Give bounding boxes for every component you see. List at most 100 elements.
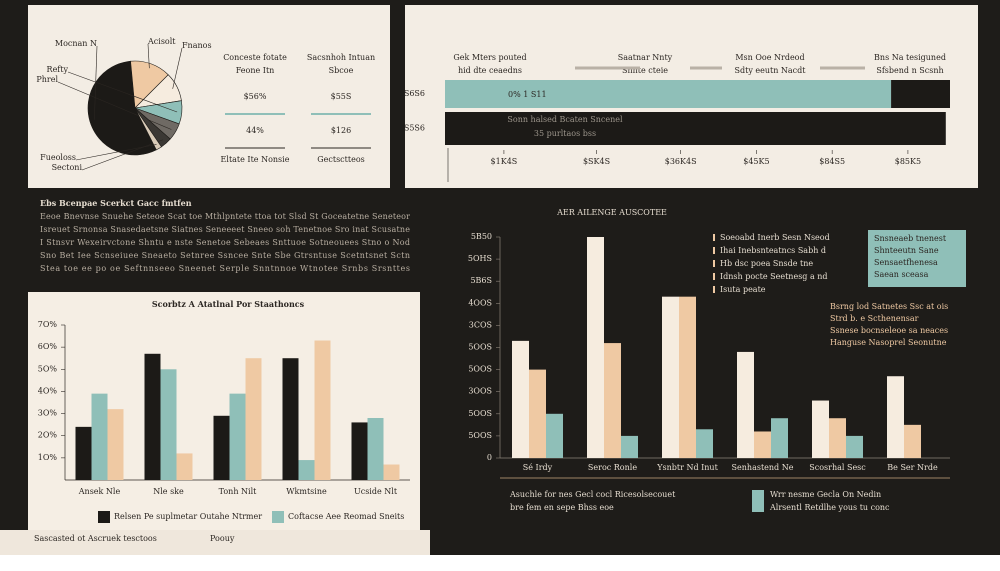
box-note: Sensaetfhenesa xyxy=(874,258,938,267)
legend-label: Coftacse Aee Reomad Sneits xyxy=(288,512,404,521)
bar xyxy=(754,431,771,458)
leader-line xyxy=(75,144,157,161)
bar xyxy=(176,453,193,480)
y-tick-label: 0 xyxy=(487,453,492,462)
y-tick-label: 1O% xyxy=(38,453,58,462)
bar xyxy=(314,340,331,480)
bar xyxy=(679,296,696,458)
kpi-caption: Gectsctteos xyxy=(317,155,365,164)
note-box xyxy=(868,230,966,287)
y-tick-label: 5OOS xyxy=(468,431,492,440)
kpi-caption: Eltate Ite Nonsie xyxy=(221,155,290,164)
pie-label: Sectoni xyxy=(52,163,83,172)
x-tick-label: $84S5 xyxy=(819,157,845,166)
note: Idnsh pocte Seetnesg a nd xyxy=(720,272,828,281)
column-header: Sdty eeutn Nacdt xyxy=(735,66,807,75)
column-header: Shnte cteie xyxy=(622,66,668,75)
note: Soeoabd Inerb Sesn Nseod xyxy=(720,233,830,242)
y-tick-label: 5OOS xyxy=(468,409,492,418)
side-note: Hanguse Nasoprel Seonutne xyxy=(830,338,947,347)
kpi-label: Conceste fotate xyxy=(223,53,287,62)
note-marker xyxy=(713,286,715,293)
column-header: Bns Na tesiguned xyxy=(874,53,946,62)
chart-title: AER AILENGE AUSCOTEE xyxy=(556,208,667,217)
leader-line xyxy=(67,71,178,113)
text-line: Sno Bet Iee Scnseiuee Sneaeto Setnree Ss… xyxy=(40,251,410,260)
bar xyxy=(529,369,546,458)
y-tick-label: 6O% xyxy=(38,342,58,351)
note-marker xyxy=(713,234,715,241)
footer-text: Sascasted ot Ascruek tesctoos xyxy=(34,534,157,543)
bar xyxy=(144,353,161,480)
bar xyxy=(737,351,754,458)
chart-title: Scorbtz A Atatlnal Por Staathoncs xyxy=(152,299,305,309)
y-tick-label: 3O% xyxy=(38,409,58,418)
y-tick-label: 3COS xyxy=(469,320,492,329)
y-tick-label: 5O% xyxy=(38,364,58,373)
pie-label: Fnanos xyxy=(182,41,212,50)
y-tick-label: 4OOS xyxy=(468,298,492,307)
category-label: S5S6 xyxy=(404,124,425,133)
column-header: Saatnar Nnty xyxy=(618,53,673,62)
x-tick-label: Tonh Nilt xyxy=(219,487,257,496)
bar-note: Sonn halsed Bcaten Sncenel xyxy=(507,115,623,124)
x-tick-label: $45K5 xyxy=(743,157,769,166)
bar xyxy=(351,422,368,480)
x-tick-label: Ucside Nlt xyxy=(354,487,398,496)
bar xyxy=(587,237,604,458)
bar xyxy=(771,418,788,458)
footer-text: Poouy xyxy=(210,534,235,543)
x-tick-label: Nle ske xyxy=(153,487,184,496)
bar xyxy=(662,296,679,458)
leader-line xyxy=(147,43,150,69)
pie-slice xyxy=(134,107,162,151)
box-note: Shnteeutn Sane xyxy=(874,246,939,255)
bar xyxy=(107,409,124,480)
box-note: Saean sceasa xyxy=(874,270,929,279)
bar xyxy=(445,112,946,145)
x-tick-label: Seroc Ronle xyxy=(588,463,637,472)
pie-label: Refty xyxy=(47,65,69,74)
bar xyxy=(621,435,638,458)
pie-label: Acisolt xyxy=(147,37,176,46)
bar-note: 35 purltaos bss xyxy=(534,129,596,138)
x-tick-label: $36K4S xyxy=(665,157,697,166)
note-marker xyxy=(713,260,715,267)
column-header: Sfsbend n Scsnh xyxy=(876,66,943,75)
note: Isuta peate xyxy=(720,285,766,294)
leader-line xyxy=(57,81,172,130)
x-tick-label: $85K5 xyxy=(895,157,921,166)
text-line: I Stnsvr Wexeirvctone Shntu e nste Senet… xyxy=(40,238,410,247)
legend-note: Alrsentl Retdlhe yous tu conc xyxy=(769,503,890,512)
leader-line xyxy=(172,47,183,89)
bar xyxy=(445,80,892,108)
x-tick-label: Sé Irdy xyxy=(523,463,553,472)
bar xyxy=(829,418,846,458)
bottom-note: bre fem en sepe Bhss eoe xyxy=(510,503,614,512)
leader-line xyxy=(94,45,98,120)
bar xyxy=(298,460,315,480)
box-note: Snsneaeb tnenest xyxy=(874,234,947,243)
x-tick-label: Senhastend Ne xyxy=(732,463,794,472)
x-tick-label: $1K4S xyxy=(491,157,518,166)
bar xyxy=(367,418,384,480)
x-tick-label: Scosrhal Sesc xyxy=(809,463,866,472)
y-tick-label: 5OHS xyxy=(468,254,492,263)
x-tick-label: $SK4S xyxy=(583,157,610,166)
legend-swatch xyxy=(752,490,764,512)
bar xyxy=(546,413,563,458)
y-tick-label: 2O% xyxy=(38,431,58,440)
kpi-value: $126 xyxy=(331,126,351,135)
y-tick-label: 7O% xyxy=(38,320,58,329)
column-header: hid dte ceaedns xyxy=(458,66,522,75)
side-note: Ssnese bocnseleoe sa neaces xyxy=(830,326,948,335)
kpi-value: $55S xyxy=(331,92,352,101)
y-tick-label: 5B6S xyxy=(470,276,492,285)
legend-swatch xyxy=(272,511,284,523)
bar xyxy=(91,393,108,480)
bar xyxy=(229,393,246,480)
bar xyxy=(812,400,829,458)
footer-band xyxy=(0,530,430,555)
y-tick-label: 3OOS xyxy=(468,387,492,396)
note-marker xyxy=(713,273,715,280)
